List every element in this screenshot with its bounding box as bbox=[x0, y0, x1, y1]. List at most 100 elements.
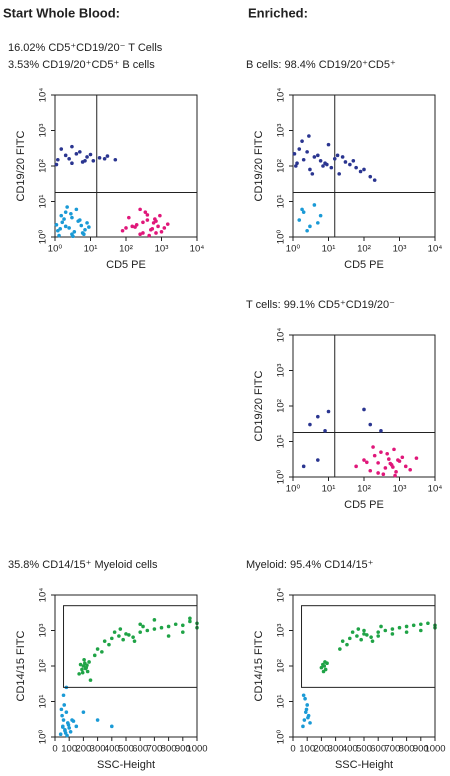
event-dot bbox=[300, 139, 304, 143]
event-dot bbox=[77, 672, 81, 676]
x-axis-label: CD5 PE bbox=[344, 499, 384, 511]
event-dot bbox=[63, 224, 68, 229]
event-dot bbox=[159, 230, 164, 234]
event-dot bbox=[393, 473, 397, 478]
event-dot bbox=[61, 725, 65, 729]
event-dot bbox=[95, 647, 100, 651]
event-dot bbox=[323, 429, 327, 433]
event-dot bbox=[362, 458, 366, 462]
event-dot bbox=[158, 213, 162, 218]
event-dot bbox=[80, 670, 85, 675]
y-tick-label: 10¹ bbox=[276, 435, 287, 449]
y-tick-label: 10¹ bbox=[38, 195, 49, 209]
event-dot bbox=[318, 213, 323, 218]
event-dot bbox=[305, 703, 310, 707]
event-dot bbox=[138, 232, 142, 236]
event-dot bbox=[303, 696, 307, 701]
event-dot bbox=[71, 234, 75, 239]
x-tick-label: 400 bbox=[342, 744, 358, 755]
event-dot bbox=[154, 231, 158, 235]
event-dot bbox=[80, 667, 84, 672]
event-dot bbox=[59, 707, 64, 712]
x-tick-label: 200 bbox=[313, 744, 329, 755]
event-dot bbox=[390, 627, 395, 631]
event-dot bbox=[308, 721, 312, 725]
event-dot bbox=[59, 213, 64, 218]
event-dot bbox=[110, 636, 114, 641]
x-tick-label: 700 bbox=[146, 744, 162, 755]
event-dot bbox=[97, 156, 102, 160]
plot-frame bbox=[292, 94, 436, 238]
event-dot bbox=[362, 407, 366, 412]
x-tick-label: 300 bbox=[90, 744, 106, 755]
event-dot bbox=[308, 224, 312, 229]
event-dot bbox=[138, 630, 142, 634]
y-tick-label: 10⁰ bbox=[276, 230, 287, 245]
event-dot bbox=[61, 693, 66, 698]
event-dot bbox=[379, 429, 383, 433]
event-dot bbox=[343, 160, 348, 164]
y-tick-label: 10² bbox=[276, 159, 287, 173]
event-dot bbox=[81, 710, 86, 714]
y-tick-label: 10³ bbox=[276, 124, 287, 138]
event-dot bbox=[188, 619, 192, 624]
plot-frame bbox=[292, 334, 436, 478]
y-tick-label: 10⁰ bbox=[276, 730, 287, 745]
event-dot bbox=[72, 230, 77, 234]
event-dot bbox=[70, 144, 74, 149]
event-dot bbox=[118, 627, 123, 631]
annotation: 3.53% CD19/20⁺CD5⁺ B cells bbox=[8, 59, 155, 71]
event-dot bbox=[81, 664, 86, 668]
event-dot bbox=[62, 217, 66, 221]
event-dot bbox=[354, 165, 358, 170]
x-axis-label: CD5 PE bbox=[344, 259, 384, 271]
event-dot bbox=[66, 723, 71, 727]
event-dot bbox=[67, 156, 71, 161]
event-dot bbox=[362, 167, 366, 172]
annotation: 16.02% CD5⁺CD19/20⁻ T Cells bbox=[8, 42, 163, 54]
event-dot bbox=[301, 210, 306, 214]
event-dot bbox=[56, 228, 60, 233]
event-dot bbox=[411, 623, 416, 628]
event-dot bbox=[397, 625, 402, 630]
event-dot bbox=[74, 152, 79, 156]
event-dot bbox=[124, 226, 128, 230]
gate bbox=[63, 605, 198, 688]
event-dot bbox=[110, 724, 114, 729]
x-tick-label: 100 bbox=[299, 744, 315, 755]
x-tick-label: 800 bbox=[399, 744, 415, 755]
event-dot bbox=[159, 625, 164, 630]
event-dot bbox=[400, 455, 405, 460]
event-dot bbox=[370, 639, 375, 643]
event-dot bbox=[88, 678, 93, 682]
event-dot bbox=[297, 147, 302, 151]
event-dot bbox=[56, 157, 60, 162]
event-dot bbox=[305, 228, 309, 233]
event-dot bbox=[120, 228, 125, 233]
event-dot bbox=[326, 142, 331, 147]
x-tick-label: 300 bbox=[328, 744, 344, 755]
event-dot bbox=[408, 467, 412, 472]
event-dot bbox=[65, 733, 69, 738]
event-dot bbox=[358, 169, 363, 174]
event-dot bbox=[383, 466, 388, 470]
y-tick-label: 10⁰ bbox=[38, 730, 49, 745]
y-tick-label: 10³ bbox=[38, 624, 49, 638]
event-dot bbox=[294, 164, 298, 168]
x-tick-label: 10⁴ bbox=[428, 244, 443, 255]
event-dot bbox=[156, 224, 160, 229]
x-tick-label: 10¹ bbox=[84, 244, 98, 255]
event-dot bbox=[306, 715, 310, 720]
event-dot bbox=[426, 621, 430, 626]
event-dot bbox=[88, 152, 93, 157]
event-dot bbox=[387, 457, 391, 461]
event-dot bbox=[396, 458, 400, 462]
event-dot bbox=[338, 647, 342, 651]
annotation: T cells: 99.1% CD5⁺CD19/20⁻ bbox=[246, 299, 395, 311]
event-dot bbox=[329, 165, 334, 170]
event-dot bbox=[312, 203, 317, 207]
event-dot bbox=[69, 212, 73, 216]
y-tick-label: 10³ bbox=[276, 364, 287, 378]
event-dot bbox=[304, 707, 309, 712]
event-dot bbox=[351, 159, 356, 163]
